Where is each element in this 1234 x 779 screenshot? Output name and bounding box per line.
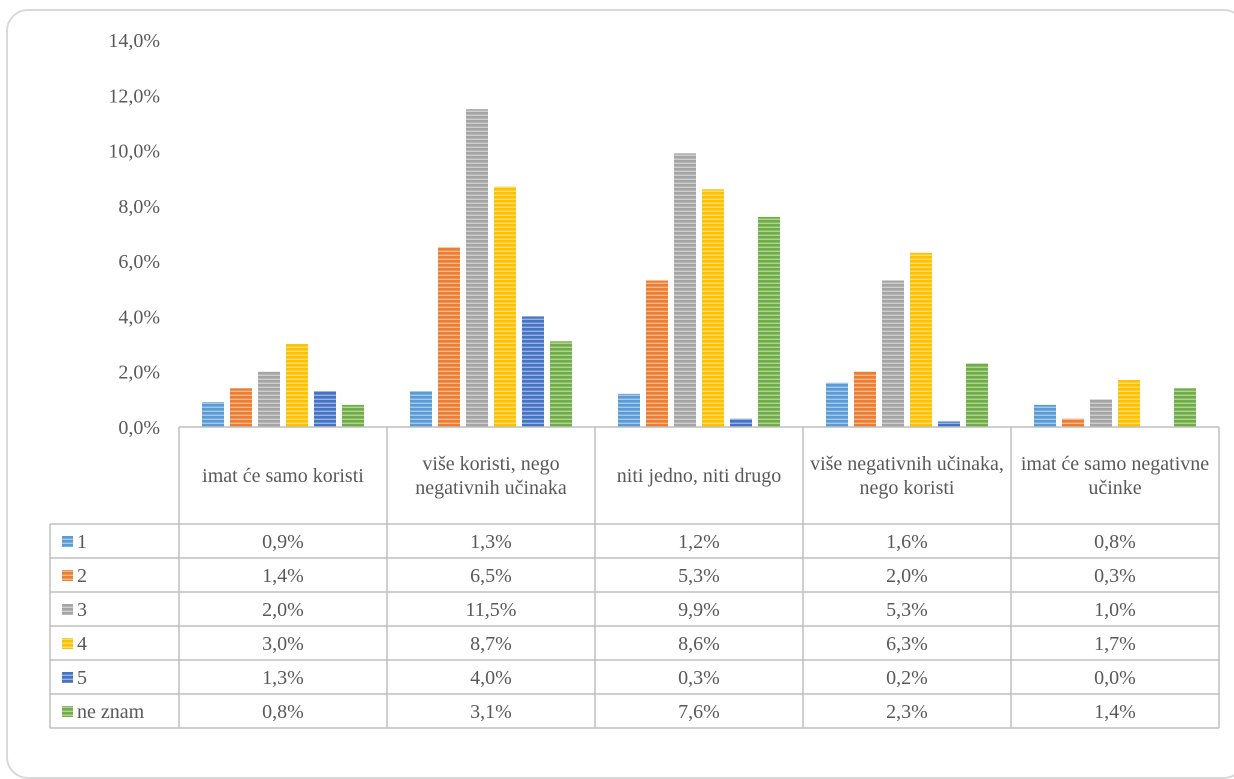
table-cell: 8,6% <box>678 633 720 655</box>
bar-texture <box>202 402 224 427</box>
legend-label: 4 <box>77 633 87 655</box>
bar-texture <box>286 344 308 427</box>
y-tick-label: 12,0% <box>108 85 160 107</box>
bar-texture <box>1118 380 1140 427</box>
table-cell: 1,2% <box>678 531 720 553</box>
bar-texture <box>618 393 640 427</box>
table-cell: 1,6% <box>886 531 928 553</box>
y-tick-label: 8,0% <box>118 196 160 218</box>
legend-key-texture <box>62 536 73 547</box>
legend-label: ne znam <box>77 701 145 723</box>
bar-texture <box>882 280 904 427</box>
table-cell: 1,4% <box>262 565 304 587</box>
bar-texture <box>522 316 544 427</box>
bar-texture <box>1174 388 1196 427</box>
legend-key-texture <box>62 604 73 615</box>
table-cell: 2,0% <box>262 599 304 621</box>
bar-texture <box>646 280 668 427</box>
y-tick-label: 2,0% <box>118 362 160 384</box>
table-cell: 1,7% <box>1094 633 1136 655</box>
legend-key-texture <box>62 706 73 717</box>
bar-texture <box>1090 399 1112 427</box>
table-cell: 1,3% <box>470 531 512 553</box>
data-table: 1 0,9% 1,3% 1,2% 1,6% 0,8% 2 1,4% 6,5% 5,3% 2,0% 0,… <box>49 426 1220 729</box>
y-tick-label: 14,0% <box>108 30 160 52</box>
bar-texture <box>1034 404 1056 427</box>
legend-key-texture <box>62 570 73 581</box>
table-cell: 0,3% <box>1094 565 1136 587</box>
bar-texture <box>230 388 252 427</box>
table-cell: 1,0% <box>1094 599 1136 621</box>
table-cell: 1,4% <box>1094 701 1136 723</box>
table-cell: 2,0% <box>886 565 928 587</box>
y-tick-label: 0,0% <box>118 417 160 439</box>
y-tick-label: 10,0% <box>108 141 160 163</box>
table-cell: 0,8% <box>1094 531 1136 553</box>
table-cell: 3,1% <box>470 701 512 723</box>
bar-texture <box>410 391 432 427</box>
bar-texture <box>550 341 572 427</box>
legend-key-texture <box>62 672 73 683</box>
table-cell: 11,5% <box>466 599 517 621</box>
y-axis: 0,0% 2,0% 4,0% 6,0% 8,0% 10,0% 12,0% 14,0% <box>108 30 160 439</box>
table-cell: 3,0% <box>262 633 304 655</box>
table-cell: 5,3% <box>886 599 928 621</box>
bar-texture <box>854 371 876 427</box>
bar-texture <box>910 252 932 427</box>
bar-texture <box>1062 418 1084 427</box>
category-label: niti jedno, niti drugo <box>616 464 782 487</box>
table-cell: 0,8% <box>262 701 304 723</box>
bar-texture <box>314 391 336 427</box>
table-cell: 7,6% <box>678 701 720 723</box>
y-tick-label: 6,0% <box>118 251 160 273</box>
bars <box>202 109 1196 428</box>
legend-key-texture <box>62 638 73 649</box>
table-cell: 2,3% <box>886 701 928 723</box>
category-label: imat će samo koristi <box>202 464 364 487</box>
legend-label: 3 <box>77 599 87 621</box>
table-cell: 0,3% <box>678 667 720 689</box>
table-cell: 0,0% <box>1094 667 1136 689</box>
bar-texture <box>826 382 848 427</box>
bar-texture <box>494 186 516 427</box>
bar-texture <box>702 189 724 427</box>
category-label: više negativnih učinaka, nego koristi <box>810 452 1004 499</box>
y-tick-label: 4,0% <box>118 306 160 328</box>
bar-texture <box>466 109 488 427</box>
bar-texture <box>674 153 696 428</box>
category-label: više koristi, nego negativnih učinaka <box>415 452 567 499</box>
table-cell: 8,7% <box>470 633 512 655</box>
bar-texture <box>342 404 364 427</box>
table-cell: 0,2% <box>886 667 928 689</box>
table-cell: 0,9% <box>262 531 304 553</box>
table-cell: 5,3% <box>678 565 720 587</box>
legend-label: 2 <box>77 565 87 587</box>
bar-texture <box>758 216 780 427</box>
legend-label: 5 <box>77 667 87 689</box>
bar-texture <box>938 421 960 427</box>
table-cell: 6,3% <box>886 633 928 655</box>
table-cell: 4,0% <box>470 667 512 689</box>
bar-texture <box>438 247 460 427</box>
table-cell: 6,5% <box>470 565 512 587</box>
table-cell: 9,9% <box>678 599 720 621</box>
bar-texture <box>258 371 280 427</box>
category-label: imat će samo negativne učinke <box>1020 452 1210 499</box>
legend-label: 1 <box>77 531 87 553</box>
bar-texture <box>966 363 988 427</box>
table-cell: 1,3% <box>262 667 304 689</box>
bar-texture <box>730 418 752 427</box>
